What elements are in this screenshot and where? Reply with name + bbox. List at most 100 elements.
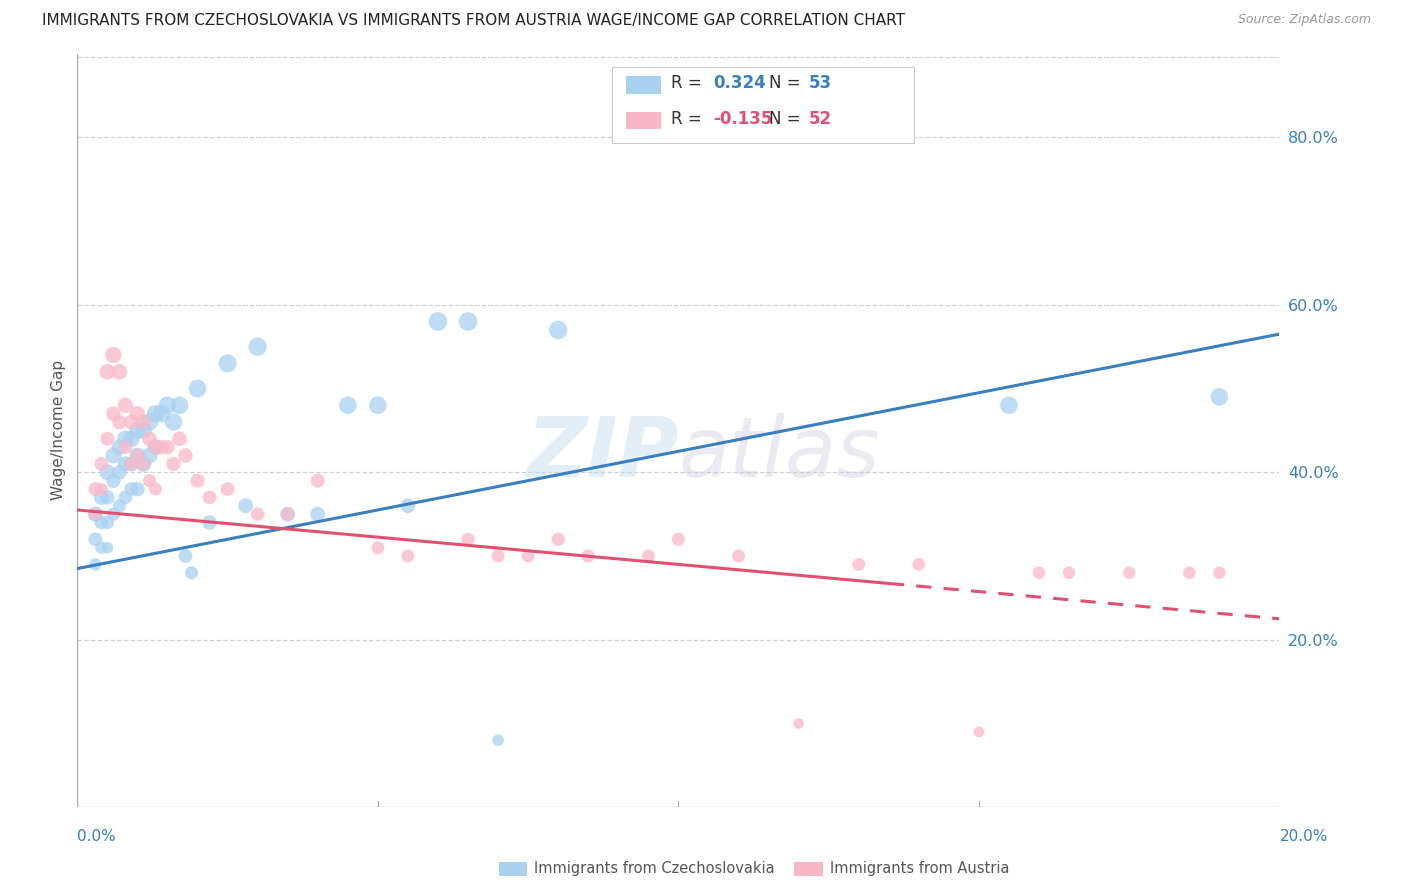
Point (120, 457, 142, 471)
Point (145, 407, 167, 421)
Point (145, 482, 167, 496)
Point (150, 407, 173, 421)
Text: R =: R = (671, 74, 707, 92)
Point (187, 474, 209, 488)
Point (547, 323, 569, 337)
Text: 52: 52 (808, 110, 831, 128)
Point (114, 432, 136, 446)
Point (486, 733, 509, 747)
Point (180, 566, 202, 580)
Point (1057, 566, 1080, 580)
Point (198, 491, 221, 505)
Point (103, 449, 125, 463)
Text: Source: ZipAtlas.com: Source: ZipAtlas.com (1237, 13, 1371, 27)
Text: Immigrants from Czechoslovakia: Immigrants from Czechoslovakia (534, 862, 775, 876)
Point (396, 499, 419, 513)
Point (96, 465, 118, 479)
Text: 20.0%: 20.0% (1279, 830, 1327, 844)
Point (396, 549, 419, 563)
Point (145, 440, 167, 454)
Point (108, 465, 131, 479)
Point (108, 499, 131, 513)
Point (90, 482, 112, 496)
Point (187, 382, 209, 396)
Point (457, 533, 479, 547)
Point (637, 549, 659, 563)
Point (90, 457, 112, 471)
Text: Immigrants from Austria: Immigrants from Austria (830, 862, 1010, 876)
Point (108, 365, 131, 379)
Point (727, 549, 749, 563)
Point (486, 549, 509, 563)
Point (96, 432, 118, 446)
Point (162, 457, 184, 471)
Point (96, 541, 118, 555)
Point (127, 424, 149, 438)
Point (96, 365, 118, 379)
Point (367, 541, 389, 555)
Point (84, 482, 107, 496)
Text: N =: N = (769, 74, 806, 92)
Point (103, 407, 125, 421)
Point (307, 474, 329, 488)
Point (114, 491, 136, 505)
Point (150, 440, 173, 454)
Point (84, 533, 107, 547)
Point (114, 440, 136, 454)
Point (108, 440, 131, 454)
Point (156, 398, 179, 412)
Point (198, 516, 221, 530)
Point (169, 398, 191, 412)
Point (127, 449, 149, 463)
Point (103, 348, 125, 362)
Point (174, 549, 197, 563)
Point (96, 516, 118, 530)
Point (96, 491, 118, 505)
Point (84, 507, 107, 521)
Point (1208, 566, 1230, 580)
Point (120, 482, 142, 496)
Point (90, 541, 112, 555)
Point (132, 457, 155, 471)
Point (235, 499, 257, 513)
Point (517, 549, 540, 563)
Text: R =: R = (671, 110, 707, 128)
Y-axis label: Wage/Income Gap: Wage/Income Gap (51, 360, 66, 500)
Point (132, 457, 155, 471)
Point (787, 716, 810, 731)
Point (307, 507, 329, 521)
Point (138, 415, 160, 429)
Point (103, 507, 125, 521)
Point (103, 474, 125, 488)
Text: 53: 53 (808, 74, 831, 92)
Point (848, 558, 870, 572)
Point (127, 482, 149, 496)
Point (967, 724, 990, 739)
Point (138, 449, 160, 463)
Point (217, 356, 239, 370)
Point (90, 491, 112, 505)
Point (246, 507, 269, 521)
Point (246, 340, 269, 354)
Point (367, 398, 389, 412)
Text: ZIP: ZIP (526, 412, 679, 493)
Point (145, 440, 167, 454)
Point (84, 558, 107, 572)
Point (132, 415, 155, 429)
Point (1178, 566, 1201, 580)
Point (138, 474, 160, 488)
Point (277, 507, 299, 521)
Point (169, 432, 191, 446)
Point (162, 415, 184, 429)
Point (336, 398, 359, 412)
Point (1028, 566, 1050, 580)
Point (156, 440, 179, 454)
Point (908, 558, 931, 572)
Text: IMMIGRANTS FROM CZECHOSLOVAKIA VS IMMIGRANTS FROM AUSTRIA WAGE/INCOME GAP CORREL: IMMIGRANTS FROM CZECHOSLOVAKIA VS IMMIGR… (42, 13, 905, 29)
Point (174, 449, 197, 463)
Point (668, 533, 690, 547)
Point (132, 424, 155, 438)
Point (217, 482, 239, 496)
Text: atlas: atlas (679, 412, 880, 493)
Text: 0.0%: 0.0% (77, 830, 117, 844)
